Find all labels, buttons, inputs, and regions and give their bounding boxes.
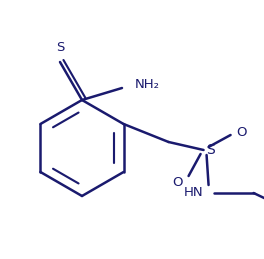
Text: S: S [206, 143, 215, 157]
Text: S: S [56, 41, 64, 54]
Text: HN: HN [184, 186, 204, 199]
Text: O: O [172, 176, 183, 190]
Text: NH₂: NH₂ [135, 78, 160, 91]
Text: O: O [237, 126, 247, 139]
